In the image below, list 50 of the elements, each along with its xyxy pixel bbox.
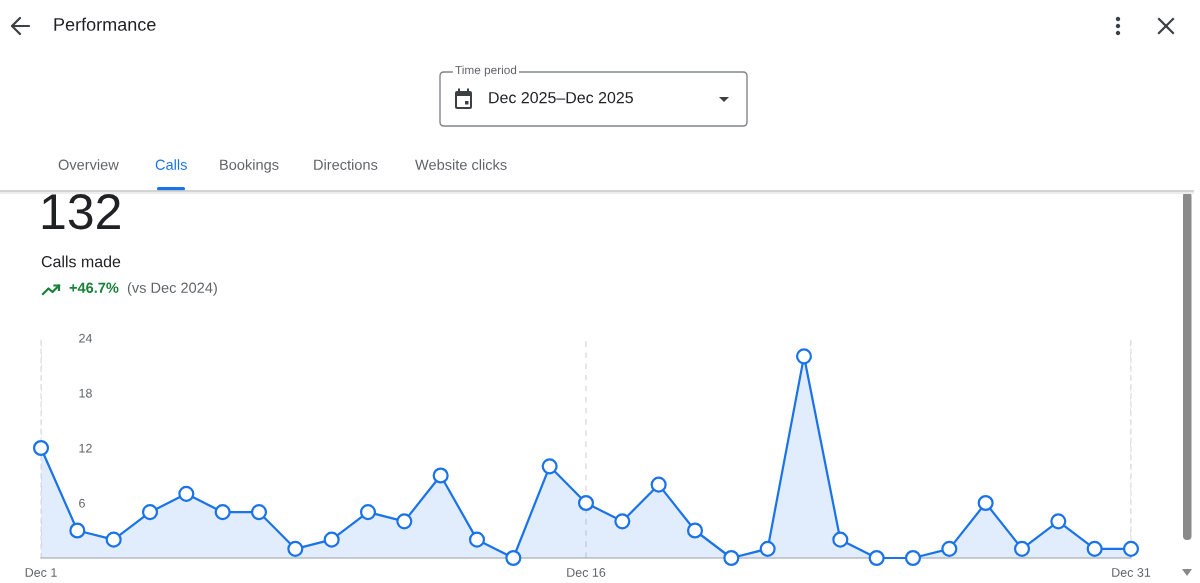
point <box>178 485 195 502</box>
text: (vs Dec 2024) <box>127 282 217 296</box>
point <box>432 467 449 484</box>
text: +46.7% <box>69 282 119 293</box>
point <box>505 549 522 567</box>
point <box>1013 540 1031 557</box>
text: Dec 2025–Dec 2025 <box>489 91 633 104</box>
y-tick-label: 18 <box>79 388 92 398</box>
point <box>759 540 776 557</box>
point <box>69 522 86 539</box>
point <box>977 494 994 512</box>
text: 132 <box>42 194 120 230</box>
text: Bookings <box>220 159 279 173</box>
point <box>141 504 159 521</box>
y-tick-label: 6 <box>79 498 85 508</box>
point <box>359 504 377 521</box>
point <box>250 504 268 521</box>
point <box>1050 513 1067 530</box>
point <box>941 540 958 557</box>
y-tick-label: 24 <box>79 333 93 343</box>
text: Calls made <box>41 255 121 268</box>
x-tick-label: Dec 31 <box>1112 568 1151 577</box>
point <box>287 540 304 557</box>
point <box>32 439 50 457</box>
point <box>832 531 849 548</box>
point <box>650 476 667 493</box>
point <box>214 504 231 521</box>
text: Time period <box>455 65 517 77</box>
point <box>323 531 340 548</box>
text: Calls <box>155 159 187 170</box>
y-tick-label: 12 <box>79 443 92 453</box>
point <box>1086 540 1103 557</box>
text: Website clicks <box>415 159 507 170</box>
text: Overview <box>58 159 119 170</box>
chart-title: Performance <box>54 17 156 31</box>
point <box>396 513 413 530</box>
x-tick-label: Dec 16 <box>567 568 606 577</box>
x-tick-label: Dec 1 <box>25 568 57 577</box>
point <box>1122 540 1140 557</box>
point <box>105 531 122 548</box>
point <box>723 549 740 567</box>
point <box>904 549 922 567</box>
point <box>614 513 631 530</box>
point <box>795 348 813 365</box>
point <box>541 458 558 475</box>
point <box>868 549 885 567</box>
text: Directions <box>314 159 378 170</box>
point <box>577 494 595 512</box>
point <box>686 522 704 539</box>
point <box>468 531 486 548</box>
